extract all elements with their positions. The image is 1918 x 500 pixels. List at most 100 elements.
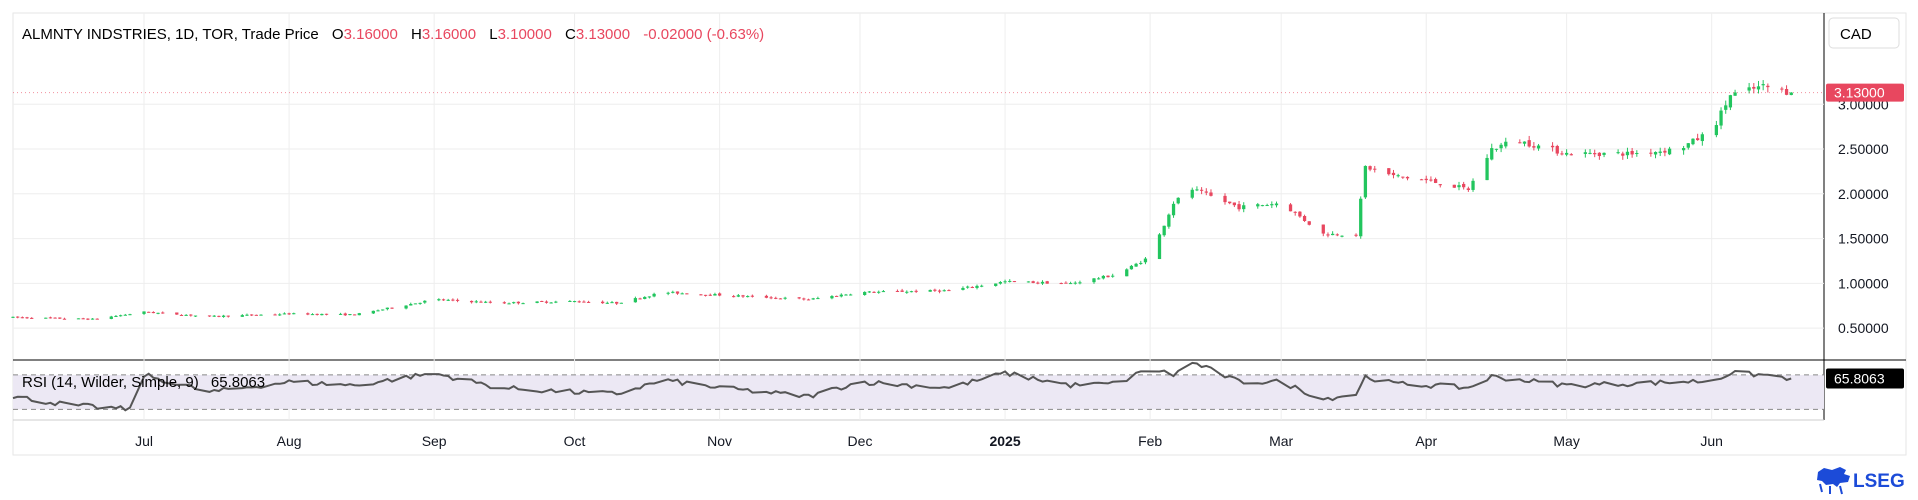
candle-body bbox=[961, 287, 965, 290]
candle-body bbox=[783, 297, 787, 299]
candle-body bbox=[1724, 105, 1728, 110]
candle-body bbox=[142, 311, 146, 314]
candle-body bbox=[549, 302, 553, 304]
candle-body bbox=[1176, 197, 1180, 204]
candle-body bbox=[577, 301, 581, 303]
candle-body bbox=[872, 291, 876, 293]
instrument-name: ALMNTY INDSTRIES, 1D, TOR, Trade Price bbox=[22, 26, 319, 43]
candle-body bbox=[1078, 282, 1082, 284]
candle-body bbox=[1728, 95, 1733, 108]
candle-body bbox=[409, 303, 413, 306]
chart-frame bbox=[12, 12, 1907, 456]
candle-body bbox=[352, 314, 357, 316]
candle-body bbox=[1335, 234, 1339, 236]
rsi-legend-label: RSI (14, Wilder, Simple, 9) bbox=[22, 374, 199, 391]
candle-body bbox=[226, 315, 230, 317]
candle-body bbox=[671, 291, 675, 293]
candle-body bbox=[1045, 281, 1049, 284]
candle-body bbox=[1340, 235, 1344, 237]
candle-body bbox=[1471, 180, 1475, 190]
candle-body bbox=[1658, 151, 1662, 153]
candle-body bbox=[1424, 178, 1428, 181]
candle-body bbox=[1518, 142, 1522, 144]
candle-body bbox=[156, 312, 160, 314]
time-axis-ticks: Jul Aug Sep Oct Nov Dec 2025 Feb Mar Apr May Jun bbox=[135, 433, 1723, 449]
candle-body bbox=[652, 293, 656, 297]
high-value: 3.16000 bbox=[422, 26, 476, 43]
candle-body bbox=[371, 310, 375, 314]
candle-body bbox=[633, 298, 638, 303]
candle-body bbox=[535, 301, 539, 303]
candle-body bbox=[1073, 282, 1077, 284]
currency-label: CAD bbox=[1840, 26, 1872, 43]
candle-body bbox=[479, 301, 483, 303]
candle-body bbox=[343, 313, 347, 316]
candle-body bbox=[1569, 154, 1573, 156]
rsi-band-fill bbox=[13, 374, 1824, 410]
candle-body bbox=[1106, 275, 1110, 278]
candle-body bbox=[58, 317, 62, 319]
candle-body bbox=[1681, 148, 1686, 151]
candle-body bbox=[1195, 189, 1199, 191]
candle-body bbox=[713, 293, 717, 296]
candle-body bbox=[1667, 148, 1672, 155]
lseg-logo-text: LSEG bbox=[1853, 471, 1905, 492]
candle-body bbox=[1490, 148, 1494, 160]
candle-body bbox=[909, 291, 914, 293]
candle-body bbox=[1326, 234, 1330, 236]
candle-body bbox=[778, 298, 783, 300]
candle-body bbox=[114, 315, 118, 317]
candle-body bbox=[338, 313, 343, 315]
candle-body bbox=[184, 314, 188, 316]
candle-body bbox=[863, 291, 867, 295]
candle-body bbox=[736, 295, 740, 297]
candle-body bbox=[703, 294, 708, 296]
candle-body bbox=[643, 296, 647, 299]
candle-body bbox=[1293, 211, 1297, 213]
candle-body bbox=[806, 299, 811, 301]
candle-body bbox=[568, 300, 572, 302]
candle-body bbox=[600, 301, 605, 304]
currency-button[interactable] bbox=[1828, 17, 1900, 49]
candle-body bbox=[212, 315, 216, 317]
legend-line: ALMNTY INDSTRIES, 1D, TOR, Trade Price O… bbox=[22, 26, 764, 43]
candle-body bbox=[699, 294, 703, 296]
candle-body bbox=[53, 317, 57, 319]
price-tick-label: 1.50000 bbox=[1838, 231, 1889, 247]
candle-body bbox=[1204, 191, 1208, 193]
rsi-value-badge-text: 65.8063 bbox=[1834, 371, 1885, 387]
candle-body bbox=[1064, 282, 1068, 284]
candle-body bbox=[1462, 183, 1466, 188]
candle-body bbox=[1354, 234, 1358, 236]
candle-body bbox=[867, 291, 872, 293]
candle-body bbox=[1270, 204, 1274, 206]
rsi-legend[interactable]: RSI (14, Wilder, Simple, 9) 65.8063 bbox=[22, 374, 265, 391]
candle-body bbox=[207, 315, 212, 317]
candle-body bbox=[811, 298, 815, 300]
candle-body bbox=[586, 301, 591, 303]
candle-body bbox=[1784, 89, 1789, 95]
candle-body bbox=[306, 313, 310, 315]
candle-body bbox=[1387, 168, 1391, 175]
candle-body bbox=[1260, 205, 1265, 207]
candle-body bbox=[1593, 153, 1597, 155]
candle-body bbox=[1700, 134, 1704, 142]
candle-body bbox=[502, 302, 506, 304]
candle-body bbox=[1265, 205, 1269, 207]
candle-body bbox=[1368, 166, 1372, 170]
candle-body bbox=[254, 314, 258, 316]
candle-body bbox=[1457, 185, 1461, 188]
candle-body bbox=[750, 295, 755, 297]
time-tick-label: Jun bbox=[1700, 433, 1723, 449]
candle-body bbox=[1008, 280, 1012, 282]
candle-body bbox=[1237, 204, 1241, 210]
candle-body bbox=[1040, 281, 1045, 284]
candle-body bbox=[278, 314, 282, 316]
time-tick-label: Oct bbox=[564, 433, 586, 449]
candle-body bbox=[273, 314, 277, 316]
candle-body bbox=[638, 298, 642, 300]
candle-body bbox=[881, 291, 886, 293]
time-tick-label: Aug bbox=[277, 433, 302, 449]
